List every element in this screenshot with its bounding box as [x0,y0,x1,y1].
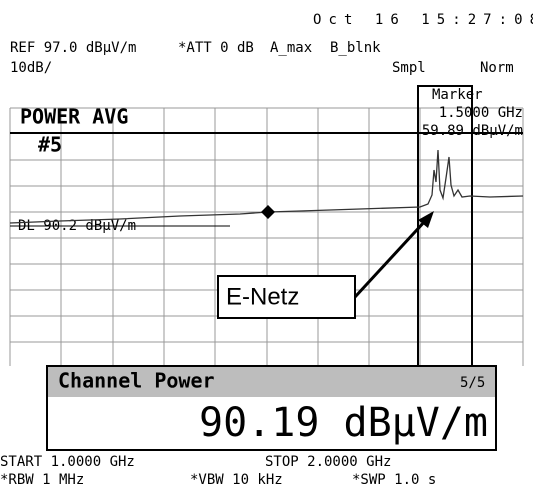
mode: Norm [480,60,514,76]
ref-level: REF 97.0 dBμV/m [10,40,136,56]
channel-power-page: 5/5 [460,375,485,391]
annotation-box [217,275,356,319]
marker-diamond [261,205,275,219]
annotation-text: E-Netz [226,283,299,310]
stop-frequency: STOP 2.0000 GHz [265,454,391,470]
detector: Smpl [392,60,426,76]
annotation-arrow [353,218,428,299]
trace-a: A_max [270,40,312,56]
sweep-time: *SWP 1.0 s [352,472,436,488]
marker-frequency: 1.5000 GHz [439,105,523,121]
scale: 10dB/ [10,60,52,76]
sweep-count: #5 [38,133,62,157]
rbw: *RBW 1 MHz [0,472,84,488]
channel-power-title: Channel Power [58,369,215,393]
trace [9,149,524,224]
marker-level: 59.89 dBμV/m [422,123,523,139]
channel-power-header [48,367,495,397]
power-avg-title: POWER AVG [20,105,128,129]
vbw: *VBW 10 kHz [190,472,283,488]
start-frequency: START 1.0000 GHz [0,454,135,470]
trace-b: B_blnk [330,40,381,56]
channel-power-value: 90.19 dBμV/m [199,400,488,446]
marker-label: Marker [432,87,483,103]
datetime: Oct 16 15:27:08 [313,12,533,28]
attenuation: *ATT 0 dB [178,40,254,56]
arrow-head [418,211,434,228]
